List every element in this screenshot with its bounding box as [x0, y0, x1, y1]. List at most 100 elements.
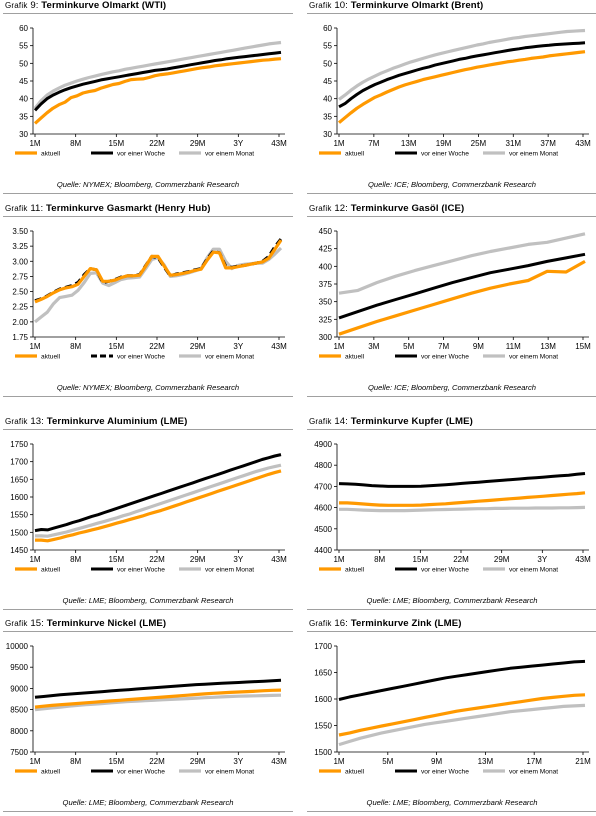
x-tick-label: 3Y: [537, 555, 547, 564]
panel-top-rule: [3, 13, 293, 14]
x-tick-label: 15M: [109, 139, 125, 148]
series-line-vor-einer-woche: [34, 453, 282, 533]
y-tick-label: 2.75: [12, 272, 28, 281]
chart-source: Quelle: LME; Bloomberg, Commerzbank Rese…: [62, 596, 234, 605]
title-number: 13:: [30, 416, 44, 427]
y-tick-label: 4900: [314, 440, 332, 449]
y-tick-label: 1600: [314, 695, 332, 704]
legend-label: aktuell: [345, 567, 365, 574]
y-tick-label: 50: [19, 59, 28, 68]
chart-panel-nickel: Grafik 15: Terminkurve Nickel (LME) 7500…: [3, 618, 293, 816]
x-tick-label: 5M: [382, 757, 393, 766]
y-tick-label: 45: [323, 77, 332, 86]
title-text: Terminkurve Aluminium (LME): [46, 416, 188, 427]
chart-panel-brent: Grafik 10: Terminkurve Olmarkt (Brent) 3…: [307, 0, 596, 198]
legend-label: vor einer Woche: [117, 354, 165, 361]
y-tick-label: 1650: [314, 669, 332, 678]
panel-top-rule: [307, 631, 596, 632]
title-number: 9:: [30, 0, 39, 11]
y-tick-label: 350: [319, 298, 333, 307]
x-tick-label: 37M: [540, 139, 556, 148]
chart-panel-aluminium: Grafik 13: Terminkurve Aluminium (LME) 1…: [3, 416, 293, 614]
legend-label: vor einem Monat: [509, 769, 558, 776]
x-tick-label: 22M: [149, 555, 165, 564]
y-tick-label: 4600: [314, 504, 332, 513]
y-tick-label: 60: [323, 24, 332, 33]
chart-henry-hub: 1.75 2.00 2.25 2.50 2.75 3.00 3.25 3.50 1M 8M 15M 2…: [12, 227, 287, 361]
y-tick-label: 55: [19, 42, 28, 51]
legend-label: aktuell: [345, 151, 365, 158]
y-tick-label: 55: [323, 42, 332, 51]
y-tick-label: 4500: [314, 525, 332, 534]
series-line-aktuell: [34, 239, 283, 304]
x-tick-label: 1M: [29, 555, 40, 564]
x-tick-label: 43M: [271, 757, 287, 766]
legend-label: aktuell: [41, 354, 61, 361]
chart-panel-gasoel: Grafik 12: Terminkurve Gasöl (ICE) 300 32…: [307, 203, 596, 401]
legend-label: vor einem Monat: [205, 769, 254, 776]
y-tick-label: 4800: [314, 461, 332, 470]
x-tick-label: 17M: [526, 757, 542, 766]
y-tick-label: 2.25: [12, 303, 28, 312]
x-tick-label: 15M: [413, 555, 429, 564]
x-tick-label: 9M: [431, 757, 442, 766]
series-line-vor-einem-monat: [34, 693, 282, 712]
y-tick-label: 40: [19, 95, 28, 104]
panel-top-rule: [3, 216, 293, 217]
x-tick-label: 13M: [478, 757, 494, 766]
x-tick-label: 43M: [271, 342, 287, 351]
series-line-vor-einer-woche: [33, 50, 282, 112]
title-text: Terminkurve Gasöl (ICE): [350, 203, 465, 214]
x-tick-label: 1M: [333, 139, 344, 148]
series-line-vor-einer-woche: [338, 659, 586, 701]
legend-label: vor einer Woche: [421, 567, 469, 574]
series-line-vor-einer-woche: [34, 678, 282, 699]
panel-title: Grafik 12: Terminkurve Gasöl (ICE): [309, 203, 464, 214]
x-tick-label: 1M: [333, 342, 344, 351]
y-tick-label: 3.25: [12, 242, 28, 251]
x-tick-label: 29M: [190, 139, 206, 148]
y-tick-label: 3.50: [12, 227, 28, 236]
x-tick-label: 25M: [471, 139, 487, 148]
y-tick-label: 8000: [10, 727, 28, 736]
y-tick-label: 1550: [314, 722, 332, 731]
series-line-vor-einer-woche: [338, 252, 586, 320]
legend-label: aktuell: [345, 354, 365, 361]
y-tick-label: 4700: [314, 482, 332, 491]
series-line-aktuell: [338, 693, 586, 737]
chart-source: Quelle: LME; Bloomberg, Commerzbank Rese…: [366, 798, 538, 807]
panel-bottom-rule: [307, 811, 596, 812]
panel-top-rule: [307, 216, 596, 217]
y-tick-label: 1500: [314, 748, 332, 757]
panel-bottom-rule: [3, 396, 293, 397]
y-tick-label: 1450: [10, 546, 28, 555]
panel-bottom-rule: [3, 811, 293, 812]
x-tick-label: 15M: [109, 757, 125, 766]
y-tick-label: 1750: [10, 440, 28, 449]
panel-bottom-rule: [3, 193, 293, 194]
y-tick-label: 50: [323, 59, 332, 68]
title-number: 16:: [334, 618, 348, 629]
title-text: Terminkurve Nickel (LME): [46, 618, 167, 629]
series-line-vor-einem-monat: [339, 505, 586, 513]
x-tick-label: 15M: [575, 342, 591, 351]
x-tick-label: 29M: [494, 555, 510, 564]
chart-source: Quelle: LME; Bloomberg, Commerzbank Rese…: [62, 798, 234, 807]
series-line-aktuell: [338, 260, 586, 336]
series-line-aktuell: [33, 57, 282, 125]
title-prefix: Grafik: [5, 204, 28, 213]
legend-label: vor einem Monat: [509, 151, 558, 158]
y-tick-label: 2.00: [12, 318, 28, 327]
x-tick-label: 3Y: [233, 757, 243, 766]
x-tick-label: 3Y: [233, 555, 243, 564]
series-line-aktuell: [35, 469, 282, 543]
panel-title: Grafik 15: Terminkurve Nickel (LME): [5, 618, 166, 629]
panel-title: Grafik 16: Terminkurve Zink (LME): [309, 618, 462, 629]
y-tick-label: 1500: [10, 528, 28, 537]
panel-bottom-rule: [307, 193, 596, 194]
legend-label: vor einer Woche: [421, 354, 469, 361]
panel-bottom-rule: [307, 396, 596, 397]
legend-label: vor einer Woche: [421, 769, 469, 776]
y-tick-label: 8500: [10, 706, 28, 715]
chart-source: Quelle: ICE; Bloomberg, Commerzbank Rese…: [368, 180, 536, 189]
